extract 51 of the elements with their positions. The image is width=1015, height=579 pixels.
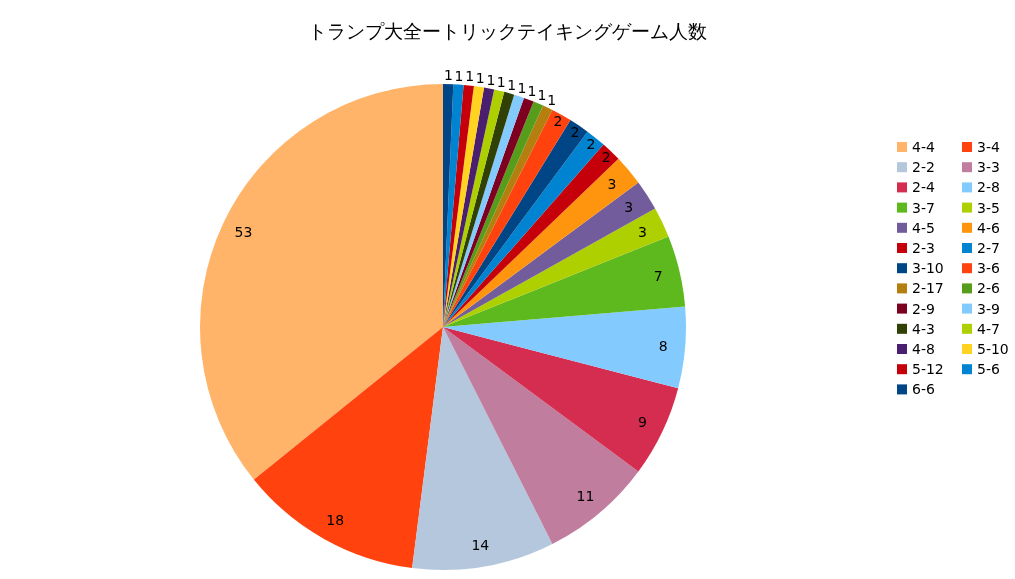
data-label: 1 <box>486 71 496 88</box>
data-label: 3 <box>638 223 647 240</box>
data-label: 9 <box>638 414 647 431</box>
legend-label: 2-4 <box>912 179 935 196</box>
legend-label: 2-2 <box>912 159 935 176</box>
data-label: 14 <box>471 536 490 553</box>
legend-label: 5-12 <box>912 361 944 378</box>
legend-label: 2-6 <box>977 280 1000 297</box>
chart-title: トランプ大全ートリックテイキングゲーム人数 <box>307 20 707 42</box>
data-label: 2 <box>570 123 580 140</box>
legend-label: 2-3 <box>912 240 935 256</box>
data-label: 2 <box>601 148 611 165</box>
legend-label: 4-7 <box>977 320 1000 337</box>
data-label: 1 <box>475 69 485 86</box>
legend-label: 4-3 <box>912 320 935 337</box>
legend-label: 6-6 <box>912 381 935 398</box>
data-label: 1 <box>496 73 506 90</box>
data-label: 8 <box>658 337 668 354</box>
data-label: 1 <box>507 76 517 93</box>
legend-label: 4-6 <box>977 219 1000 236</box>
legend-label: 4-5 <box>912 219 935 236</box>
legend-label: 3-5 <box>977 199 1000 216</box>
data-label: 2 <box>553 113 563 130</box>
data-label: 2 <box>586 135 596 152</box>
data-label: 1 <box>454 67 464 84</box>
legend-label: 4-4 <box>912 139 935 155</box>
data-label: 53 <box>234 223 253 240</box>
data-label: 1 <box>443 67 453 84</box>
data-label: 1 <box>517 79 527 96</box>
data-label: 3 <box>624 199 634 216</box>
legend-label: 5-10 <box>977 341 1009 357</box>
data-label: 1 <box>537 87 547 104</box>
data-label: 11 <box>576 488 595 505</box>
data-label: 3 <box>607 176 617 193</box>
legend-label: 3-6 <box>977 260 1000 277</box>
legend-label: 3-9 <box>977 300 1000 317</box>
data-label: 1 <box>527 83 537 100</box>
legend-label: 2-9 <box>912 300 935 317</box>
legend-label: 2-17 <box>912 280 944 297</box>
data-label: 18 <box>326 512 345 529</box>
data-label: 1 <box>547 91 557 108</box>
legend-label: 3-7 <box>912 199 935 216</box>
legend-label: 3-10 <box>912 260 944 277</box>
legend-label: 2-8 <box>977 179 1000 196</box>
legend-label: 2-7 <box>977 240 1000 256</box>
legend-label: 4-8 <box>912 341 935 357</box>
data-label: 7 <box>653 267 663 284</box>
legend-label: 3-4 <box>977 139 1000 155</box>
data-label: 1 <box>465 68 475 85</box>
legend-label: 5-6 <box>977 361 1000 378</box>
legend-label: 3-3 <box>977 159 1000 176</box>
